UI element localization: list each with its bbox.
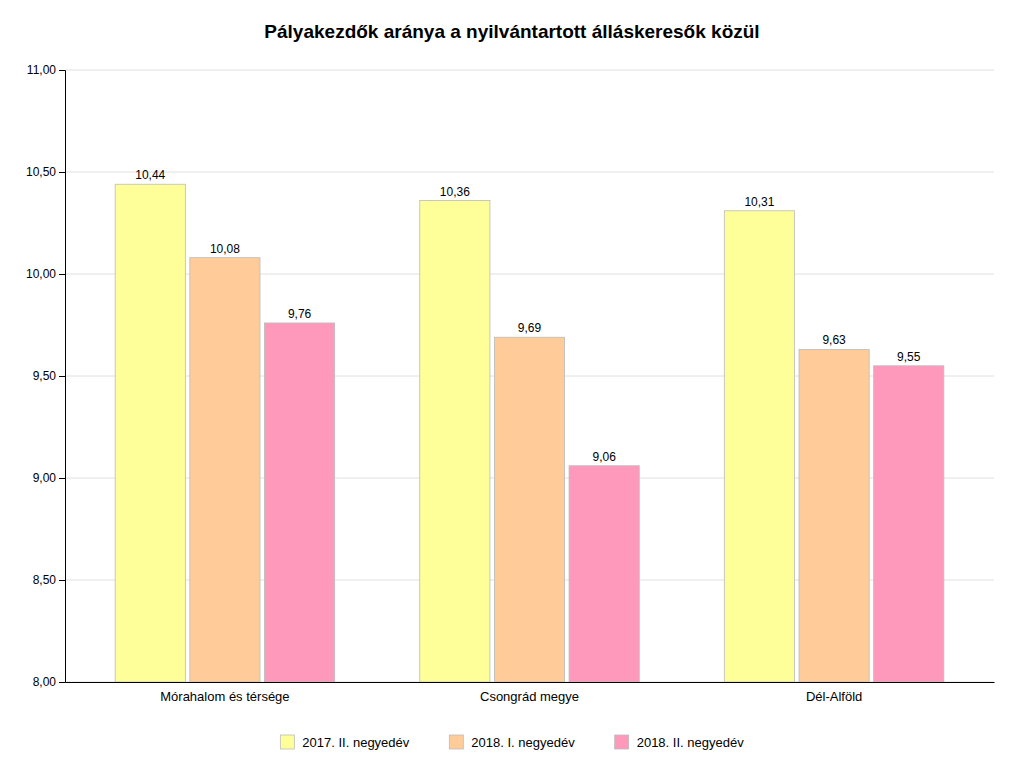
y-tick-label: 8,50 xyxy=(33,573,57,587)
y-tick-label: 11,00 xyxy=(27,63,56,77)
x-tick: Dél-Alföld xyxy=(806,689,862,704)
legend-item: 2018. II. negyedév xyxy=(615,735,744,750)
y-tick-mark xyxy=(59,580,65,581)
legend-swatch xyxy=(449,735,463,749)
x-tick-label: Csongrád megye xyxy=(480,689,579,704)
legend-item: 2017. II. negyedév xyxy=(280,735,409,750)
x-axis: Mórahalom és térsége Csongrád megye Dél-Al… xyxy=(66,683,995,705)
bar xyxy=(569,466,639,682)
bar xyxy=(190,258,260,682)
bar-series xyxy=(264,323,943,682)
bar-series xyxy=(115,184,794,682)
y-tick-mark xyxy=(59,478,65,479)
bar xyxy=(420,201,490,682)
title: Pályakezdők aránya a nyilvántartott állá… xyxy=(264,21,759,42)
data-label: 9,06 xyxy=(592,450,616,464)
grid xyxy=(65,70,994,682)
grid-line xyxy=(65,70,994,71)
x-tick: Mórahalom és térsége xyxy=(160,689,289,704)
x-axis-line xyxy=(66,682,995,683)
legend-label: 2017. II. negyedév xyxy=(302,735,409,750)
y-axis-line xyxy=(59,71,66,683)
y-tick: 8,50 xyxy=(33,573,65,587)
data-label: 10,31 xyxy=(744,195,774,209)
y-tick-mark xyxy=(59,172,65,173)
y-tick: 10,50 xyxy=(26,165,65,179)
y-axis: 8,00 8,50 9,00 9,50 10,00 10,50 11,00 xyxy=(26,63,66,689)
y-tick: 11,00 xyxy=(27,63,65,77)
x-tick-label: Mórahalom és térsége xyxy=(160,689,289,704)
y-tick: 8,00 xyxy=(33,675,65,689)
data-label: 9,55 xyxy=(897,350,921,364)
bar xyxy=(494,337,564,682)
data-labels: 10,44 10,36 10,31 10,08 9,69 9,63 9,76 9,06 9,55 xyxy=(135,168,921,464)
y-tick-label: 10,00 xyxy=(26,267,56,281)
y-tick-label: 10,50 xyxy=(26,165,56,179)
bar xyxy=(115,184,185,682)
legend-item: 2018. I. negyedév xyxy=(449,735,575,750)
bar xyxy=(874,366,944,682)
data-label: 10,36 xyxy=(440,185,470,199)
bar xyxy=(724,211,794,682)
data-label: 9,76 xyxy=(288,307,312,321)
bar xyxy=(264,323,334,682)
chart: 8,00 8,50 9,00 9,50 10,00 10,50 11,00 Mórahalom… xyxy=(0,0,1024,782)
legend-swatch xyxy=(280,735,294,749)
legend-swatch xyxy=(615,735,629,749)
data-label: 10,08 xyxy=(210,242,240,256)
y-tick: 10,00 xyxy=(26,267,65,281)
bars xyxy=(115,184,944,682)
data-label: 9,69 xyxy=(518,321,542,335)
y-tick-mark xyxy=(59,682,65,683)
bar-series xyxy=(190,258,869,682)
grid-line xyxy=(65,172,994,173)
data-label: 10,44 xyxy=(135,168,165,182)
y-tick-label: 9,00 xyxy=(33,471,57,485)
legend-label: 2018. II. negyedév xyxy=(637,735,744,750)
legend: 2017. II. negyedév 2018. I. negyedév 2018.… xyxy=(280,735,744,750)
y-tick: 9,00 xyxy=(33,471,65,485)
y-tick: 9,50 xyxy=(33,369,65,383)
y-tick-mark xyxy=(59,70,65,71)
x-tick-label: Dél-Alföld xyxy=(806,689,862,704)
bar xyxy=(799,349,869,682)
y-tick-mark xyxy=(59,376,65,377)
data-label: 9,63 xyxy=(822,333,846,347)
legend-label: 2018. I. negyedév xyxy=(471,735,575,750)
x-tick: Csongrád megye xyxy=(480,689,579,704)
y-tick-label: 8,00 xyxy=(33,675,57,689)
y-tick-mark xyxy=(59,274,65,275)
y-tick-label: 9,50 xyxy=(33,369,57,383)
plot: 8,00 8,50 9,00 9,50 10,00 10,50 11,00 Mórahalom… xyxy=(26,63,995,704)
